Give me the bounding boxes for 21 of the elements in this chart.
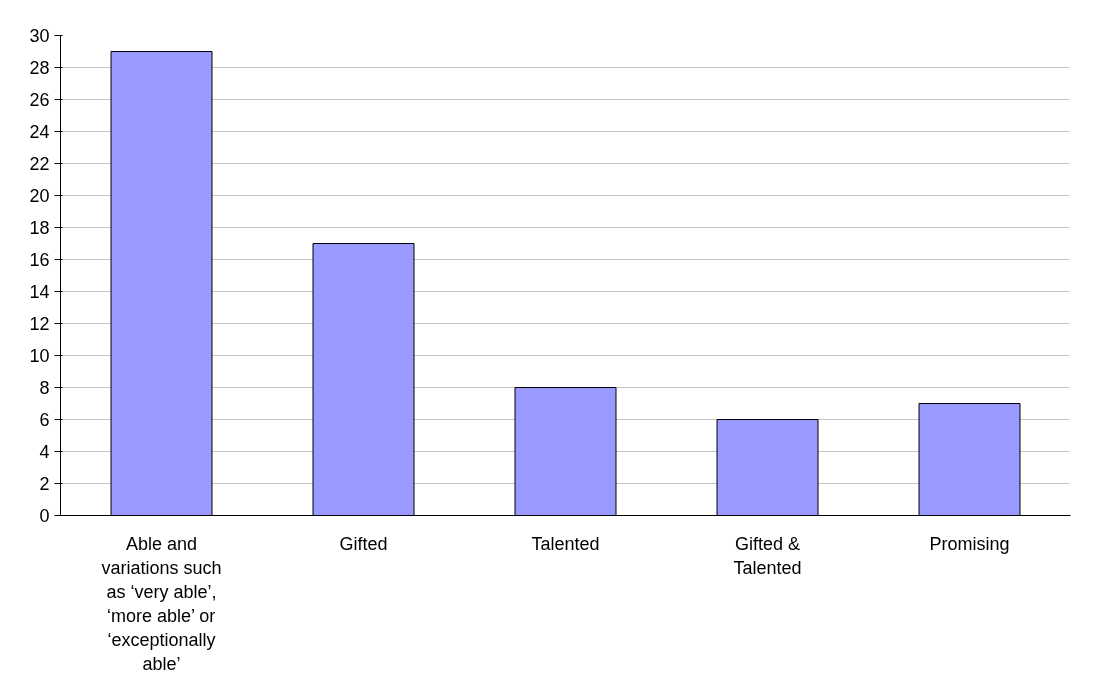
y-tick-label: 14 (29, 282, 50, 302)
x-tick-label: Promising (929, 533, 1010, 554)
y-tick-label: 28 (29, 58, 50, 78)
y-tick-label: 4 (39, 442, 50, 462)
y-tick-label: 18 (29, 218, 50, 238)
y-tick-label: 30 (29, 26, 50, 46)
y-tick-label: 26 (29, 90, 50, 110)
x-tick-label: Gifted (339, 533, 388, 554)
y-tick-label: 6 (39, 410, 50, 430)
y-tick-label: 0 (39, 506, 50, 526)
y-tick-label: 24 (29, 122, 50, 142)
x-tick-label: Able and variations such as ‘very able’, ‘more able’ or ‘exceptionally able’ (101, 533, 222, 674)
y-tick-label: 12 (29, 314, 50, 334)
y-tick-label: 22 (29, 154, 50, 174)
x-tick-label: Talented (531, 533, 600, 554)
y-tick-label: 16 (29, 250, 50, 270)
x-tick-label: Gifted & Talented (733, 533, 802, 578)
y-tick-label: 10 (29, 346, 50, 366)
y-tick-label: 8 (39, 378, 50, 398)
y-tick-label: 20 (29, 186, 50, 206)
y-tick-label: 2 (39, 474, 50, 494)
